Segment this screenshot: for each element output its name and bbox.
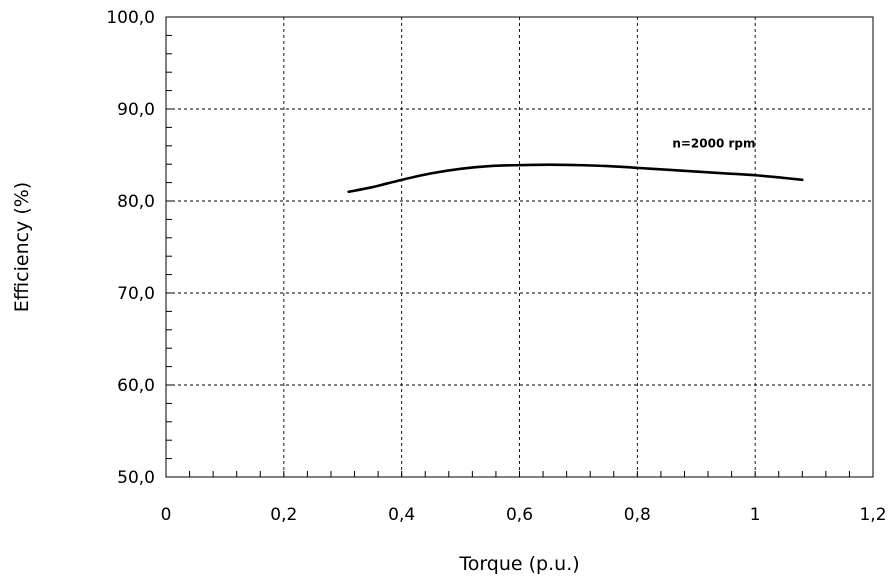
- x-tick-labels: 0 0,2 0,4 0,6 0,8 1 1,2: [161, 505, 887, 525]
- x-axis-title: Torque (p.u.): [458, 553, 579, 575]
- series: [347, 163, 804, 194]
- y-tick-label: 70,0: [117, 284, 155, 304]
- grid: [166, 17, 873, 477]
- plot-frame: [165, 16, 874, 478]
- y-tick-label: 100,0: [106, 8, 155, 28]
- x-tick-label: 1,2: [859, 505, 886, 525]
- y-axis-title: Efficiency (%): [11, 182, 33, 312]
- y-tick-label: 50,0: [117, 468, 155, 488]
- x-tick-label: 0,2: [270, 505, 297, 525]
- efficiency-series-line-0: [347, 163, 804, 194]
- speed-annotation: n=2000 rpm: [672, 137, 755, 151]
- minor-ticks: [166, 34, 850, 477]
- annotations: n=2000 rpm: [672, 137, 755, 151]
- x-tick-label: 0: [161, 505, 172, 525]
- y-tick-label: 80,0: [117, 192, 155, 212]
- y-tick-label: 90,0: [117, 100, 155, 120]
- x-tick-label: 1: [750, 505, 761, 525]
- y-tick-label: 60,0: [117, 376, 155, 396]
- x-tick-label: 0,6: [506, 505, 533, 525]
- y-tick-labels: 50,0 60,0 70,0 80,0 90,0 100,0: [106, 8, 155, 488]
- x-tick-label: 0,4: [388, 505, 415, 525]
- x-tick-label: 0,8: [624, 505, 651, 525]
